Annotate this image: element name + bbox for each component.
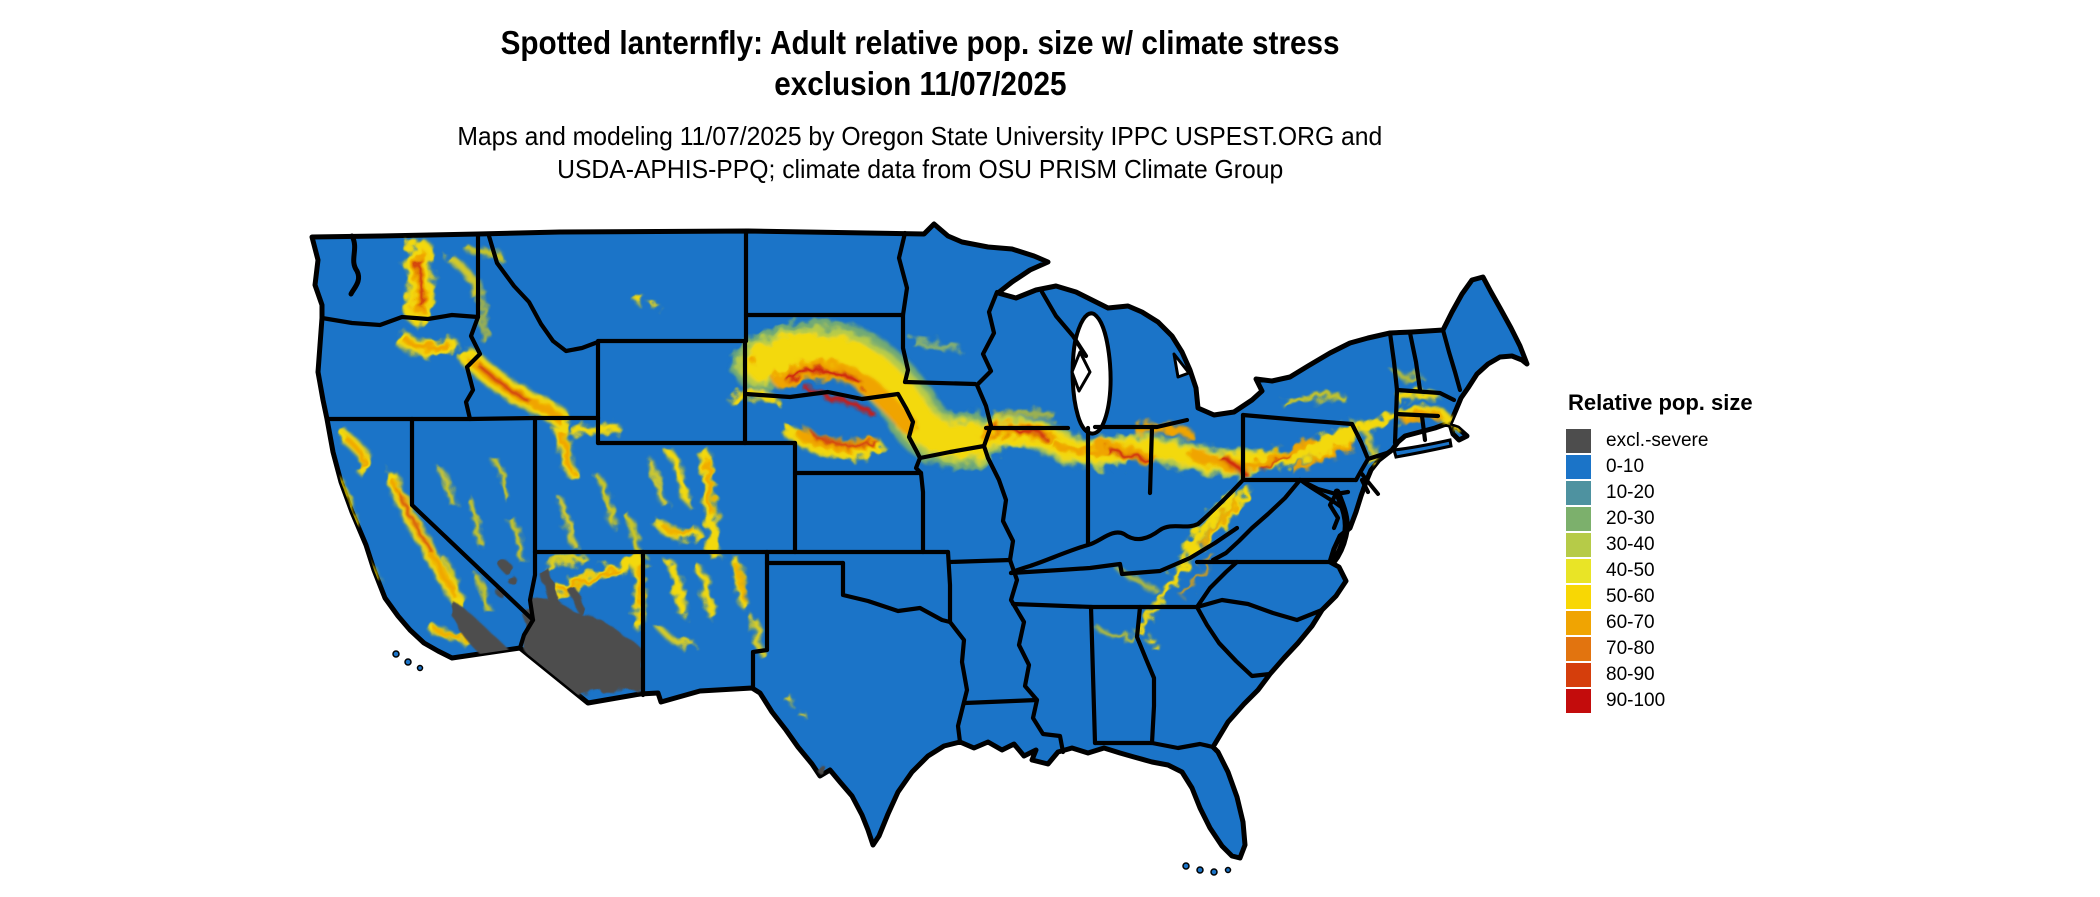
- legend-label: excl.-severe: [1606, 430, 1709, 451]
- legend-swatch: [1566, 481, 1591, 505]
- legend-item-30-40: 30-40: [1566, 532, 1866, 558]
- legend-label: 90-100: [1606, 690, 1666, 711]
- legend-item-80-90: 80-90: [1566, 662, 1866, 688]
- potomac-river: [1301, 480, 1343, 509]
- us-landmass: [309, 221, 1530, 861]
- legend-swatch: [1566, 533, 1591, 557]
- map-subtitle: Maps and modeling 11/07/2025 by Oregon S…: [0, 120, 1840, 186]
- legend-label: 0-10: [1606, 456, 1645, 477]
- chesapeake-bay: [1329, 488, 1350, 566]
- legend-swatch: [1566, 507, 1591, 531]
- legend-label: 80-90: [1606, 664, 1655, 685]
- legend-item-10-20: 10-20: [1566, 480, 1866, 506]
- islands: [392, 438, 1453, 876]
- legend-item-60-70: 60-70: [1566, 610, 1866, 636]
- legend-title: Relative pop. size: [1568, 390, 1753, 415]
- green-bay: [1070, 350, 1092, 393]
- map-title: Spotted lanternfly: Adult relative pop. …: [0, 22, 1840, 104]
- legend-label: 10-20: [1606, 482, 1655, 503]
- legend-swatch: [1566, 455, 1591, 479]
- map-legend: Relative pop. size excl.-severe 0-10 10-…: [1566, 390, 1866, 714]
- legend-label: 40-50: [1606, 560, 1655, 581]
- legend-swatch: [1566, 637, 1591, 661]
- map-subtitle-line2: USDA-APHIS-PPQ; climate data from OSU PR…: [556, 154, 1284, 184]
- map-subtitle-line1: Maps and modeling 11/07/2025 by Oregon S…: [457, 121, 1383, 151]
- map-title-line1: Spotted lanternfly: Adult relative pop. …: [500, 24, 1340, 61]
- delaware-bay: [1360, 472, 1380, 496]
- legend-swatch: [1566, 663, 1591, 687]
- legend-label: 70-80: [1606, 638, 1655, 659]
- legend-item-excl-severe: excl.-severe: [1566, 428, 1866, 454]
- legend-item-50-60: 50-60: [1566, 584, 1866, 610]
- legend-label: 30-40: [1606, 534, 1655, 555]
- population-heat-layer: [337, 239, 1459, 715]
- puget-sound: [348, 233, 362, 297]
- legend-swatch: [1566, 689, 1591, 713]
- legend-swatch: [1566, 559, 1591, 583]
- legend-label: 50-60: [1606, 586, 1655, 607]
- saginaw-bay: [1172, 352, 1191, 379]
- legend-label: 60-70: [1606, 612, 1655, 633]
- legend-item-20-30: 20-30: [1566, 506, 1866, 532]
- legend-swatch: [1566, 429, 1591, 453]
- legend-item-40-50: 40-50: [1566, 558, 1866, 584]
- state-boundaries: [319, 230, 1463, 755]
- map-title-line2: exclusion 11/07/2025: [773, 65, 1067, 102]
- legend-swatch: [1566, 585, 1591, 609]
- legend-item-0-10: 0-10: [1566, 454, 1866, 480]
- legend-item-90-100: 90-100: [1566, 688, 1866, 714]
- coastal-water-details: [348, 233, 1380, 566]
- legend-label: 20-30: [1606, 508, 1655, 529]
- legend-item-70-80: 70-80: [1566, 636, 1866, 662]
- legend-swatch: [1566, 611, 1591, 635]
